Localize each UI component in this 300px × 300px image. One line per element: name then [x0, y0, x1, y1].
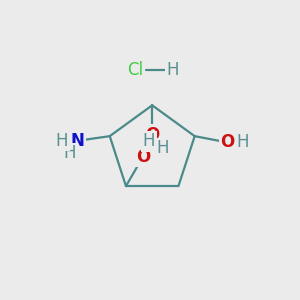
Text: O: O [145, 126, 159, 144]
Text: H: H [143, 132, 155, 150]
Text: O: O [220, 133, 234, 151]
Text: O: O [136, 148, 150, 166]
Text: H: H [166, 61, 178, 79]
Text: H: H [157, 140, 169, 158]
Text: H: H [56, 132, 68, 150]
Text: Cl: Cl [127, 61, 143, 79]
Text: H: H [63, 144, 76, 162]
Text: N: N [70, 132, 84, 150]
Text: H: H [236, 133, 249, 151]
